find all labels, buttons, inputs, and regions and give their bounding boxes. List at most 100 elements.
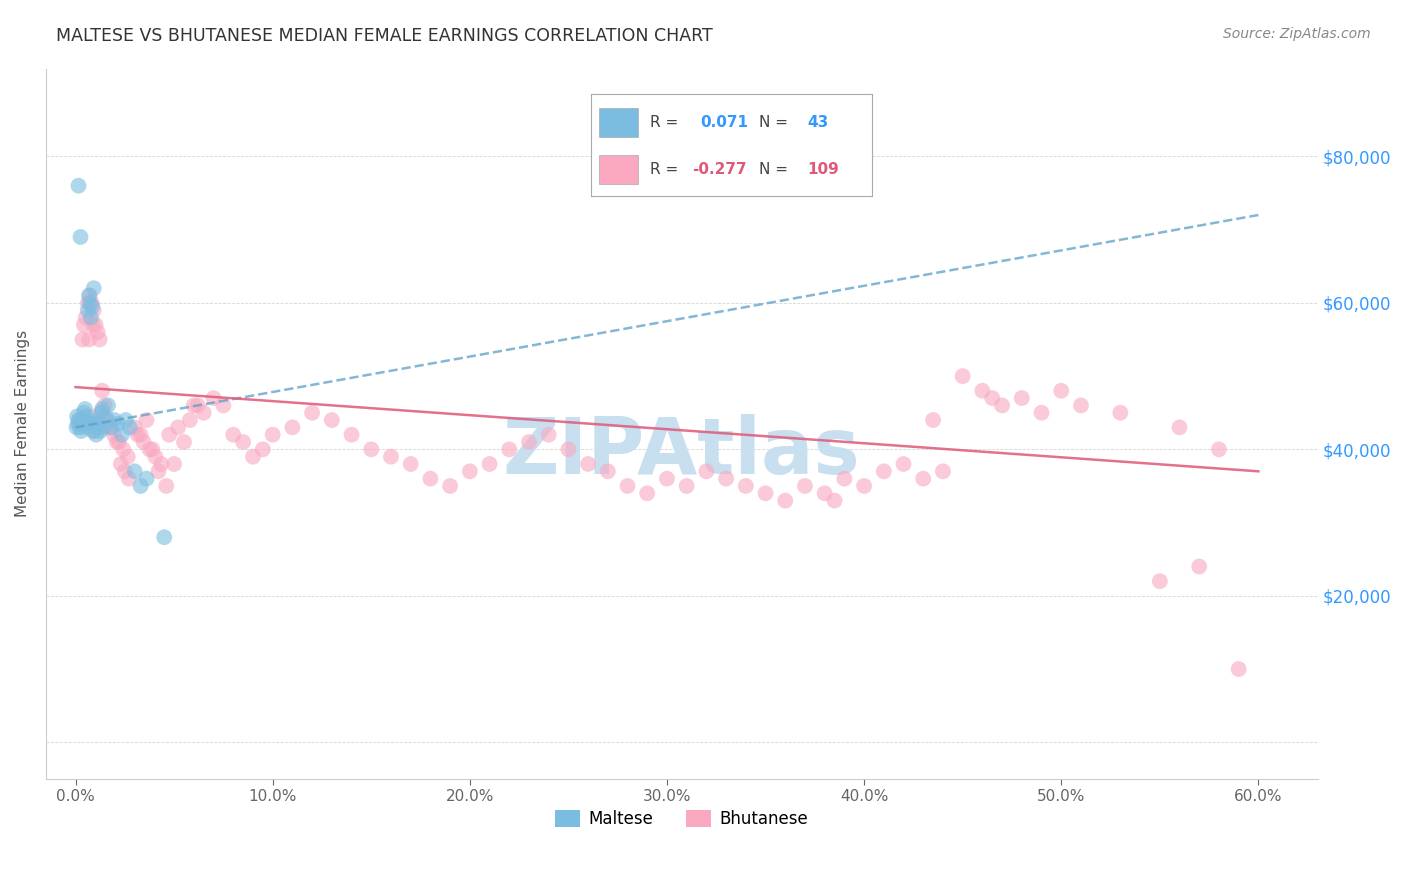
Point (478, 457, 501, 471)
Point (80, 310, 103, 325)
Y-axis label: Median Female Earnings: Median Female Earnings (15, 330, 30, 517)
Point (458, 464, 481, 478)
Point (1050, 384, 1073, 398)
Bar (599, 108, 638, 136)
Point (135, 413, 157, 427)
Point (83, 303, 105, 318)
Point (187, 398, 209, 412)
Point (117, 450, 139, 464)
Point (824, 493, 846, 508)
Point (873, 464, 896, 478)
Point (66, 409, 89, 424)
Point (94, 413, 117, 427)
Text: R =: R = (650, 162, 683, 178)
Point (112, 442, 135, 457)
Point (1031, 406, 1053, 420)
Point (814, 486, 837, 500)
Point (80, 296, 103, 310)
Point (616, 479, 638, 493)
Point (110, 457, 132, 471)
Point (79, 288, 101, 302)
Point (893, 457, 915, 471)
Point (67, 413, 90, 427)
Point (90, 406, 112, 420)
Point (1011, 391, 1033, 405)
Point (655, 472, 678, 486)
Point (75, 310, 97, 325)
Point (77, 333, 100, 347)
Point (714, 472, 737, 486)
Point (100, 420, 122, 434)
Point (360, 442, 382, 457)
Point (111, 427, 134, 442)
Point (380, 450, 402, 464)
Point (675, 479, 697, 493)
Point (124, 464, 146, 478)
Point (69, 230, 91, 244)
Point (1188, 559, 1211, 574)
Text: 43: 43 (807, 115, 828, 130)
Point (537, 427, 560, 442)
Point (93, 420, 115, 434)
Text: MALTESE VS BHUTANESE MEDIAN FEMALE EARNINGS CORRELATION CHART: MALTESE VS BHUTANESE MEDIAN FEMALE EARNI… (56, 27, 713, 45)
Point (118, 420, 141, 434)
Point (118, 472, 141, 486)
Point (89, 333, 111, 347)
Point (114, 413, 136, 427)
Point (86, 413, 108, 427)
Point (103, 413, 125, 427)
Point (127, 427, 149, 442)
Point (93, 398, 115, 412)
Point (932, 464, 955, 478)
Point (77, 417, 100, 431)
Point (498, 442, 520, 457)
Text: 109: 109 (807, 162, 839, 178)
Point (105, 435, 128, 450)
Point (754, 486, 776, 500)
Point (124, 420, 146, 434)
Point (222, 427, 245, 442)
Point (129, 479, 152, 493)
Point (794, 479, 817, 493)
Point (596, 464, 619, 478)
Point (853, 479, 876, 493)
Point (87, 417, 110, 431)
Point (252, 442, 274, 457)
Point (150, 457, 173, 471)
Point (138, 442, 160, 457)
Bar (599, 155, 638, 184)
Point (301, 406, 323, 420)
Point (84, 420, 107, 434)
Text: N =: N = (759, 115, 799, 130)
Point (922, 413, 945, 427)
Point (157, 427, 180, 442)
Point (1227, 662, 1250, 676)
Point (167, 420, 190, 434)
Point (90, 406, 112, 420)
Text: 0.071: 0.071 (700, 115, 748, 130)
Point (576, 457, 599, 471)
Point (773, 493, 796, 508)
Point (972, 384, 994, 398)
Point (82, 424, 104, 438)
Point (94, 409, 117, 424)
Point (153, 530, 176, 544)
Text: ZIPAtlas: ZIPAtlas (503, 414, 860, 490)
Point (73, 406, 96, 420)
Point (734, 479, 756, 493)
Point (75, 409, 97, 424)
Point (193, 406, 215, 420)
Text: Source: ZipAtlas.com: Source: ZipAtlas.com (1223, 27, 1371, 41)
Point (91, 402, 114, 417)
Point (79, 296, 101, 310)
Point (97, 398, 120, 412)
Point (135, 472, 157, 486)
Text: -0.277: -0.277 (692, 162, 747, 178)
Point (82, 318, 104, 332)
Point (148, 464, 170, 478)
Point (439, 479, 461, 493)
Point (202, 391, 225, 405)
Point (991, 398, 1014, 412)
Point (1070, 398, 1092, 412)
Point (79, 409, 101, 424)
